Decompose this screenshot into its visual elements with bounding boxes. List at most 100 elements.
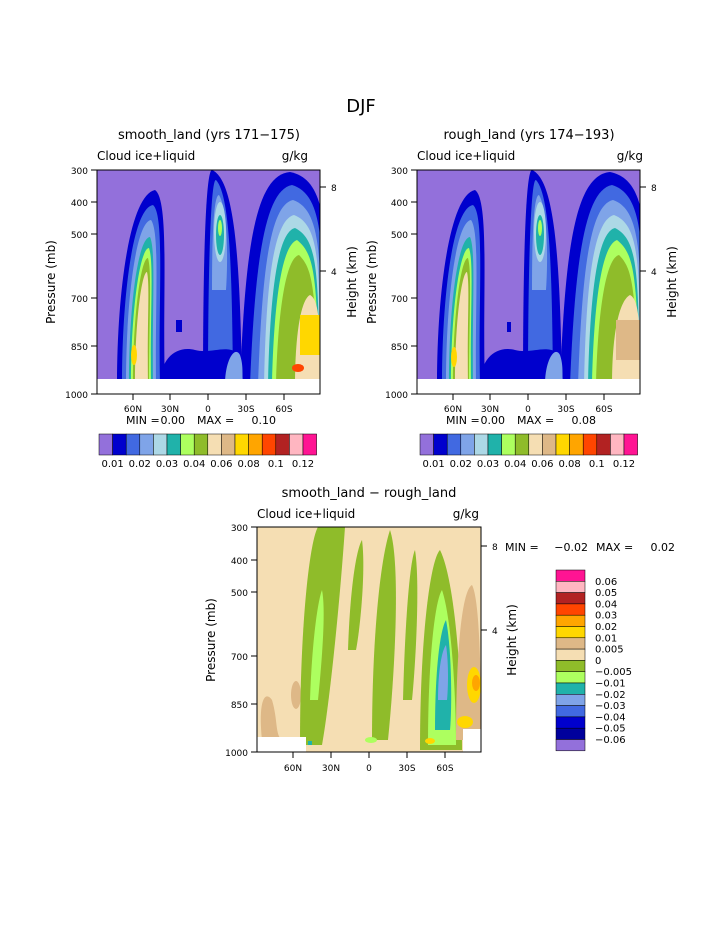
- colorbar-label: 0.05: [595, 588, 617, 599]
- colorbar-swatch: [433, 433, 448, 456]
- x-tick-label: 30N: [322, 764, 340, 774]
- x-tick-label: 60S: [436, 764, 453, 774]
- y-tick-label: 400: [391, 199, 408, 209]
- min-label: MIN =: [446, 414, 480, 427]
- colorbar-swatch: [234, 433, 249, 456]
- colorbar-label: 0.03: [477, 459, 499, 470]
- panel-title: rough_land (yrs 174−193): [443, 128, 614, 143]
- min-label: MIN =: [126, 414, 160, 427]
- colorbar-swatch: [555, 569, 586, 582]
- max-label: MAX =: [517, 414, 554, 427]
- y-axis-right: 8 4 Height (km): [320, 184, 359, 318]
- colorbar-label: −0.06: [595, 735, 626, 746]
- height-tick-label: 4: [651, 268, 657, 278]
- colorbar-label: 0.12: [613, 459, 635, 470]
- y-tick-label: 300: [231, 524, 248, 534]
- height-tick-label: 8: [331, 184, 337, 194]
- y-axis-label: Pressure (mb): [365, 240, 379, 324]
- contour-field: [257, 527, 481, 752]
- colorbar-swatch: [501, 433, 516, 456]
- height-tick-label: 8: [651, 184, 657, 194]
- x-tick-label: 60S: [595, 405, 612, 415]
- min-value: 0.00: [481, 414, 506, 427]
- colorbar-label: 0.06: [210, 459, 232, 470]
- min-max-stats: MIN = 0.00 MAX = 0.10: [126, 414, 276, 427]
- y-axis-left: 300 400 500 700 850 1000 Pressure (mb): [365, 167, 417, 401]
- colorbar-label: 0.04: [504, 459, 526, 470]
- x-tick-label: 60S: [275, 405, 292, 415]
- min-max-stats: MIN = 0.00 MAX = 0.08: [446, 414, 596, 427]
- y-axis-left: 300 400 500 700 850 1000 Pressure (mb): [204, 524, 257, 759]
- max-value: 0.10: [252, 414, 277, 427]
- colorbar-swatch: [302, 433, 317, 456]
- colorbar: 0.060.050.040.030.020.010.0050−0.005−0.0…: [555, 569, 632, 752]
- colorbar-label: 0.03: [595, 611, 617, 622]
- height-axis-label: Height (km): [345, 246, 359, 317]
- x-axis: 60N 30N 0 30S 60S: [444, 394, 613, 415]
- x-axis: 60N 30N 0 30S 60S: [284, 752, 454, 774]
- colorbar-swatch: [528, 433, 543, 456]
- colorbar-label: 0.02: [595, 622, 617, 633]
- colorbar-swatch: [446, 433, 462, 456]
- colorbar-swatch: [474, 433, 489, 456]
- variable-label: Cloud ice+liquid: [417, 149, 515, 163]
- colorbar-swatch: [153, 433, 168, 456]
- colorbar-swatch: [555, 705, 586, 718]
- x-tick-label: 30S: [237, 405, 254, 415]
- colorbar-swatch: [221, 433, 236, 456]
- colorbar-label: 0.01: [422, 459, 444, 470]
- colorbar-label: −0.005: [595, 667, 632, 678]
- y-tick-label: 1000: [225, 749, 248, 759]
- y-tick-label: 300: [391, 167, 408, 177]
- y-tick-label: 850: [391, 343, 408, 353]
- height-axis-label: Height (km): [665, 246, 679, 317]
- colorbar-swatch: [555, 682, 586, 695]
- figure-title: DJF: [346, 96, 376, 117]
- colorbar-label: 0.02: [129, 459, 151, 470]
- y-axis-label: Pressure (mb): [204, 598, 218, 682]
- colorbar-swatch: [555, 581, 586, 593]
- colorbar-label: 0.04: [183, 459, 205, 470]
- panel-smooth-land: smooth_land (yrs 171−175) Cloud ice+liqu…: [44, 128, 359, 470]
- colorbar-swatch: [125, 433, 141, 456]
- colorbar-label: 0.06: [531, 459, 553, 470]
- min-value: −0.02: [554, 541, 588, 554]
- panel-difference: smooth_land − rough_land Cloud ice+liqui…: [204, 486, 675, 774]
- min-label: MIN =: [505, 541, 539, 554]
- max-label: MAX =: [596, 541, 633, 554]
- colorbar-swatch: [555, 614, 586, 627]
- colorbar-swatch: [180, 433, 195, 456]
- y-tick-label: 850: [71, 343, 88, 353]
- panel-rough-land: rough_land (yrs 174−193) Cloud ice+liqui…: [365, 128, 679, 470]
- height-tick-label: 8: [492, 543, 498, 553]
- units-label: g/kg: [453, 507, 479, 521]
- y-tick-label: 400: [231, 557, 248, 567]
- colorbar-swatch: [487, 433, 502, 456]
- colorbar-swatch: [610, 433, 625, 456]
- colorbar-swatch: [460, 433, 475, 456]
- panel-title: smooth_land (yrs 171−175): [118, 128, 300, 143]
- y-tick-label: 700: [391, 295, 408, 305]
- colorbar-swatch: [514, 433, 530, 456]
- x-tick-label: 30S: [398, 764, 415, 774]
- colorbar: 0.01 0.02 0.03 0.04 0.06 0.08 0.1 0.12: [419, 433, 638, 470]
- colorbar-label: 0.04: [595, 599, 617, 610]
- colorbar-swatch: [166, 433, 181, 456]
- panel-title: smooth_land − rough_land: [282, 486, 457, 501]
- colorbar-swatch: [569, 433, 584, 456]
- colorbar-label: 0.01: [595, 633, 617, 644]
- y-tick-label: 700: [71, 295, 88, 305]
- colorbar-swatch: [419, 433, 434, 456]
- colorbar-label: 0.08: [558, 459, 580, 470]
- colorbar-swatch: [596, 433, 611, 456]
- colorbar-swatch: [555, 592, 586, 605]
- min-value: 0.00: [161, 414, 186, 427]
- colorbar-swatch: [139, 433, 154, 456]
- y-tick-label: 700: [231, 653, 248, 663]
- units-label: g/kg: [617, 149, 643, 163]
- colorbar-swatch: [555, 603, 586, 616]
- max-value: 0.02: [651, 541, 676, 554]
- colorbar-swatch: [248, 433, 263, 456]
- colorbar-label: 0.12: [292, 459, 314, 470]
- x-tick-label: 60N: [444, 405, 462, 415]
